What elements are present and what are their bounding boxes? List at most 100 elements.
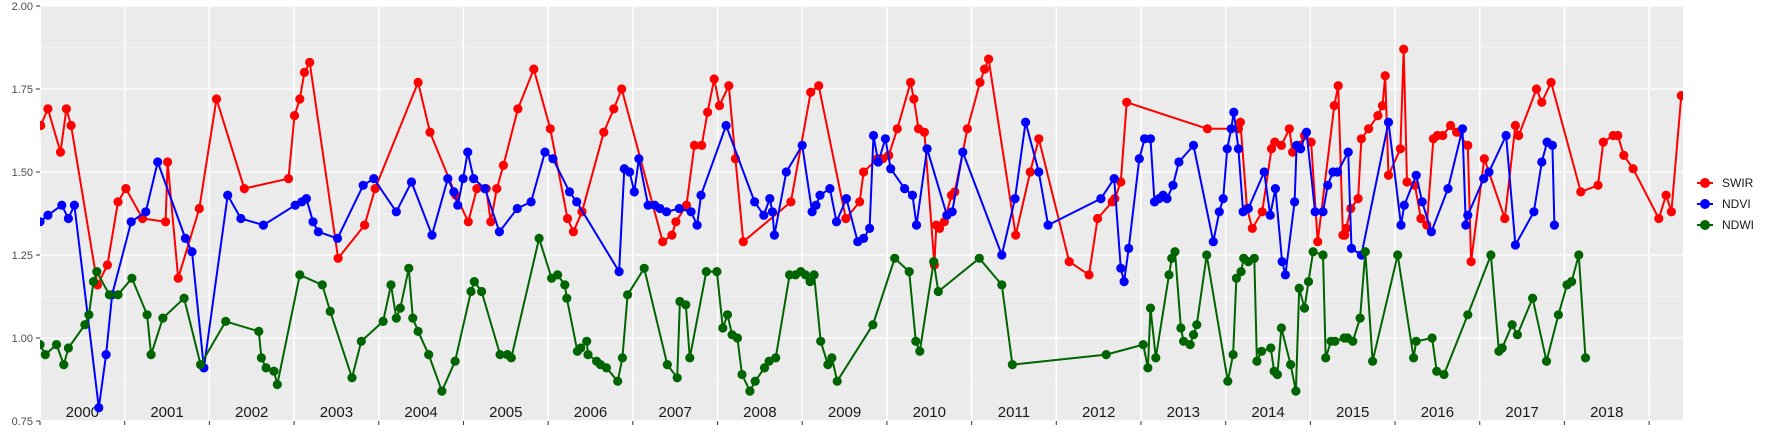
point-ndwi (59, 360, 69, 370)
point-ndvi (1333, 167, 1343, 177)
point-swir (1084, 270, 1094, 280)
point-ndwi (127, 273, 137, 283)
year-label: 2006 (574, 404, 607, 421)
point-swir (697, 140, 707, 150)
point-ndvi (469, 174, 479, 184)
series-ndwi (40, 233, 1591, 396)
point-swir (545, 124, 555, 134)
point-ndwi (827, 353, 837, 363)
point-ndvi (1318, 207, 1328, 217)
point-ndvi (1411, 170, 1421, 180)
point-ndvi (1399, 200, 1409, 210)
point-ndwi (1170, 247, 1180, 257)
point-ndwi (701, 267, 711, 277)
point-swir (724, 81, 734, 91)
point-swir (40, 120, 46, 131)
point-swir (1438, 130, 1448, 141)
point-swir (289, 111, 300, 121)
point-ndwi (1299, 303, 1310, 313)
point-ndwi (1252, 356, 1262, 366)
point-ndvi (1162, 194, 1172, 204)
point-ndwi (1348, 336, 1358, 346)
point-ndvi (449, 187, 459, 197)
year-label: 2002 (235, 404, 268, 421)
point-ndwi (1308, 247, 1318, 257)
point-swir (562, 213, 573, 224)
point-ndwi (1236, 267, 1246, 277)
point-swir (492, 184, 502, 194)
point-ndvi (911, 220, 922, 230)
point-swir (1479, 154, 1489, 164)
point-ndvi (1443, 184, 1453, 194)
point-ndwi (1151, 353, 1161, 363)
point-ndvi (453, 200, 463, 210)
point-swir (814, 81, 824, 91)
year-label: 2004 (404, 404, 437, 421)
point-ndvi (236, 213, 246, 224)
point-ndwi (1257, 346, 1267, 356)
point-ndvi (458, 174, 468, 184)
point-ndwi (681, 300, 691, 310)
point-ndwi (974, 253, 984, 263)
point-ndwi (1164, 270, 1174, 280)
point-swir (1257, 207, 1267, 217)
point-ndwi (1574, 250, 1584, 260)
year-label: 2007 (658, 404, 691, 421)
point-ndvi (406, 177, 417, 187)
point-ndwi (553, 270, 563, 280)
point-swir (568, 227, 579, 237)
point-swir (859, 167, 869, 177)
point-ndvi (1484, 167, 1494, 177)
point-ndvi (564, 187, 575, 197)
point-swir (299, 67, 309, 77)
point-swir (211, 94, 222, 104)
point-ndwi (1360, 247, 1370, 257)
point-swir (1676, 91, 1683, 101)
point-swir (841, 213, 851, 224)
point-swir (1500, 213, 1510, 224)
point-ndwi (1486, 250, 1496, 260)
point-swir (703, 107, 713, 117)
year-label: 2015 (1336, 404, 1369, 421)
series-line-ndvi (40, 111, 1556, 409)
point-ndvi (1346, 243, 1357, 253)
y-tick-label: 1.75 (12, 84, 33, 96)
point-ndvi (1174, 157, 1184, 167)
point-ndwi (450, 356, 460, 366)
point-ndvi (540, 147, 550, 157)
point-ndwi (1291, 386, 1301, 396)
point-ndwi (347, 373, 357, 383)
point-ndwi (391, 313, 401, 323)
point-swir (194, 203, 204, 214)
point-ndvi (1529, 207, 1539, 217)
point-swir (463, 217, 473, 227)
point-ndwi (1463, 310, 1473, 320)
point-ndvi (1296, 144, 1306, 154)
point-ndvi (1479, 174, 1489, 184)
point-ndwi (254, 326, 264, 336)
point-swir (61, 104, 71, 114)
point-ndvi (443, 174, 453, 184)
point-ndvi (825, 184, 835, 194)
point-ndvi (180, 233, 190, 243)
point-ndwi (750, 376, 760, 386)
y-tick-label: 1.50 (12, 167, 33, 179)
point-ndvi (1134, 154, 1144, 164)
point-swir (161, 217, 171, 227)
point-ndwi (408, 313, 418, 323)
point-swir (102, 260, 112, 270)
point-ndwi (1432, 366, 1442, 376)
point-ndwi (1145, 303, 1156, 313)
point-ndvi (43, 210, 53, 220)
point-ndvi (1277, 257, 1287, 267)
point-ndwi (1439, 369, 1449, 380)
point-ndvi (1229, 107, 1239, 117)
point-swir (786, 197, 796, 207)
point-ndwi (386, 280, 396, 290)
legend: SWIR NDVI NDWI (1697, 176, 1754, 232)
point-swir (1598, 137, 1608, 147)
point-ndvi (1549, 220, 1559, 230)
point-ndwi (823, 360, 833, 370)
point-ndwi (40, 350, 50, 360)
point-ndvi (313, 227, 323, 237)
